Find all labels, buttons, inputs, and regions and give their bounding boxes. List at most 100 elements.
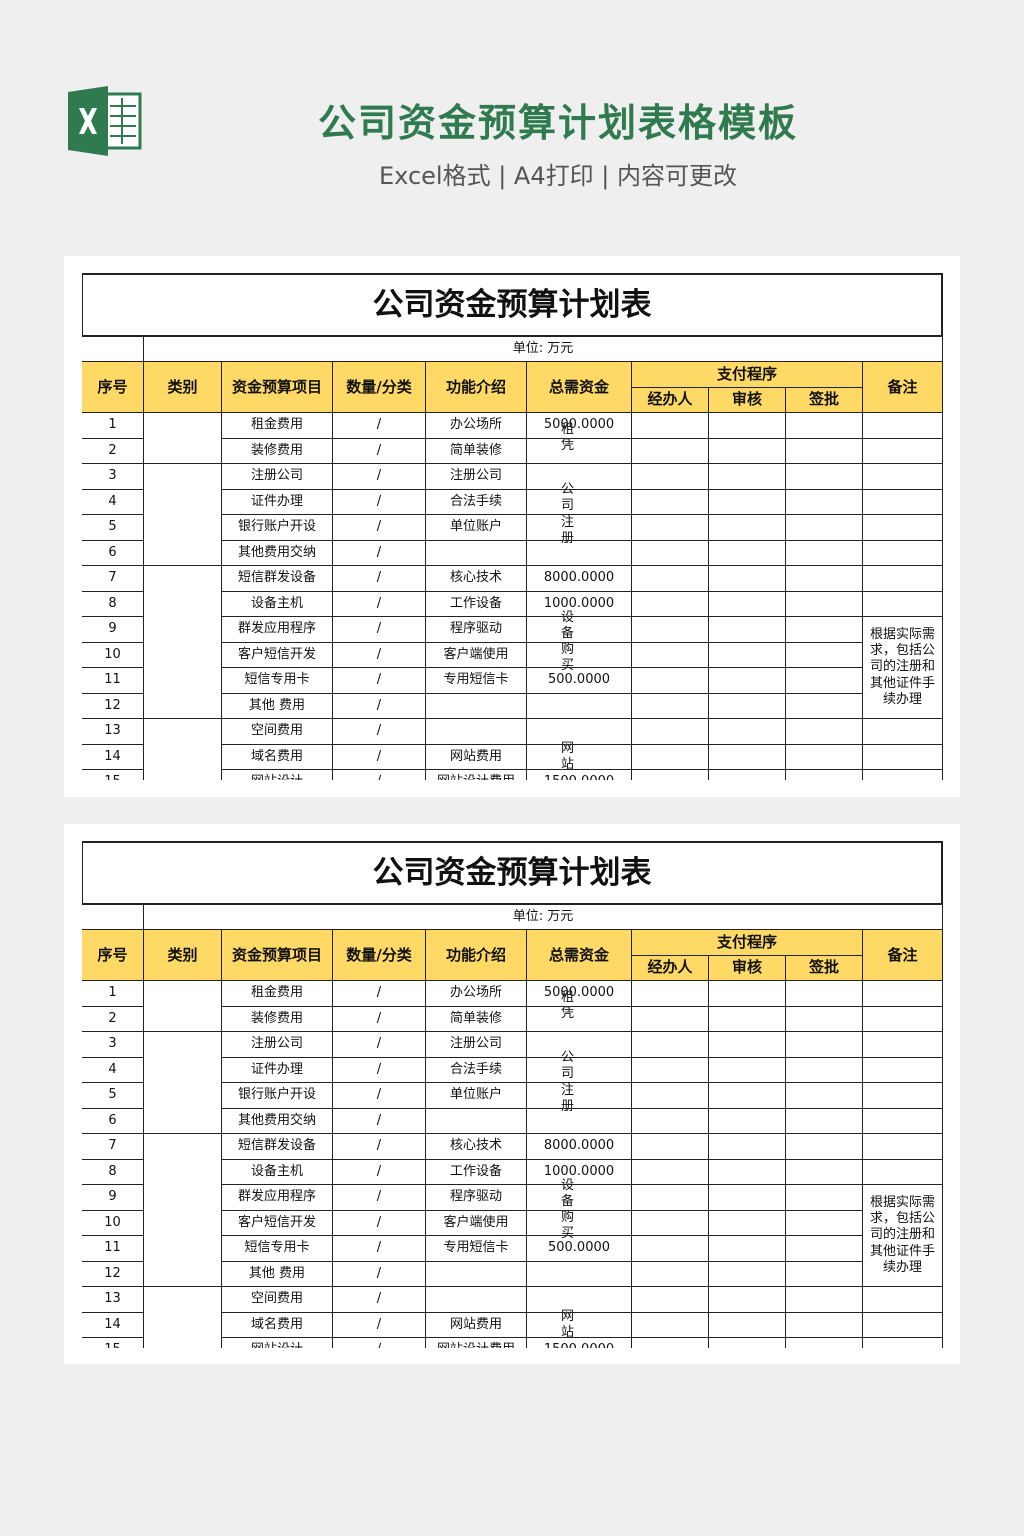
review-cell — [708, 514, 786, 541]
item-cell: 网站设计 — [221, 769, 333, 780]
func-cell: 合法手续 — [425, 488, 527, 515]
qty-cell: / — [332, 667, 426, 694]
amount-cell — [526, 1260, 632, 1287]
item-cell: 客户短信开发 — [221, 641, 333, 668]
review-cell — [708, 565, 786, 592]
qty-cell: / — [332, 1158, 426, 1185]
amount-cell: 8000.0000 — [526, 1133, 632, 1160]
handler-cell — [631, 1056, 709, 1083]
handler-cell — [631, 769, 709, 780]
amount-cell — [526, 1031, 632, 1058]
row-number: 5 — [82, 514, 144, 541]
approve-cell — [785, 1260, 863, 1287]
approve-cell — [785, 1031, 863, 1058]
row-number: 8 — [82, 590, 144, 617]
func-cell — [425, 692, 527, 719]
approve-cell — [785, 1107, 863, 1134]
panel: 公司资金预算计划表 单位: 万元 序号 类别 资金预算项目 数量/分类 功能介绍 总需资金 备注… — [64, 824, 960, 1364]
approve-cell — [785, 1133, 863, 1160]
review-cell — [708, 437, 786, 464]
note-cell — [862, 488, 943, 515]
column-header: 类别 — [143, 361, 222, 413]
handler-cell — [631, 412, 709, 439]
panel: 公司资金预算计划表 单位: 万元 序号 类别 资金预算项目 数量/分类 功能介绍 总需资金 备注… — [64, 256, 960, 797]
func-cell: 核心技术 — [425, 565, 527, 592]
handler-cell — [631, 1286, 709, 1313]
review-cell — [708, 980, 786, 1007]
qty-cell: / — [332, 1209, 426, 1236]
handler-cell — [631, 1337, 709, 1348]
review-cell — [708, 463, 786, 490]
func-cell: 单位账户 — [425, 1082, 527, 1109]
row-number: 13 — [82, 1286, 144, 1313]
row-number: 6 — [82, 539, 144, 566]
approve-cell — [785, 980, 863, 1007]
item-cell: 网站设计 — [221, 1337, 333, 1348]
handler-cell — [631, 667, 709, 694]
qty-cell: / — [332, 641, 426, 668]
approve-cell — [785, 565, 863, 592]
handler-cell — [631, 590, 709, 617]
review-cell — [708, 1056, 786, 1083]
qty-cell: / — [332, 1286, 426, 1313]
review-cell — [708, 769, 786, 780]
qty-cell: / — [332, 488, 426, 515]
qty-cell: / — [332, 718, 426, 745]
note-cell — [862, 1337, 943, 1348]
note-cell — [862, 1005, 943, 1032]
item-cell: 域名费用 — [221, 743, 333, 770]
func-cell: 单位账户 — [425, 514, 527, 541]
header-title: 公司资金预算计划表格模板 — [317, 101, 798, 145]
func-cell: 网站设计费用 — [425, 769, 527, 780]
approve-cell — [785, 718, 863, 745]
amount-cell: 500.0000 — [526, 1235, 632, 1262]
qty-cell: / — [332, 1337, 426, 1348]
amount-cell — [526, 1209, 632, 1236]
review-cell — [708, 590, 786, 617]
func-cell: 网站费用 — [425, 743, 527, 770]
review-cell — [708, 1311, 786, 1338]
column-header: 备注 — [862, 929, 943, 981]
blank-cell — [82, 904, 144, 930]
review-cell — [708, 1235, 786, 1262]
handler-cell — [631, 1209, 709, 1236]
amount-cell — [526, 488, 632, 515]
table: 公司资金预算计划表 单位: 万元 序号 类别 资金预算项目 数量/分类 功能介绍 总需资金 备注… — [82, 273, 943, 780]
handler-cell — [631, 616, 709, 643]
row-number: 15 — [82, 1337, 144, 1348]
row-number: 10 — [82, 1209, 144, 1236]
amount-cell — [526, 692, 632, 719]
amount-cell — [526, 1107, 632, 1134]
handler-cell — [631, 437, 709, 464]
func-cell — [425, 718, 527, 745]
qty-cell: / — [332, 1184, 426, 1211]
func-cell: 办公场所 — [425, 980, 527, 1007]
row-number: 2 — [82, 437, 144, 464]
qty-cell: / — [332, 1082, 426, 1109]
column-header: 总需资金 — [526, 929, 632, 981]
column-header: 备注 — [862, 361, 943, 413]
note-cell — [862, 463, 943, 490]
qty-cell: / — [332, 692, 426, 719]
handler-cell — [631, 1107, 709, 1134]
table-title: 公司资金预算计划表 — [82, 841, 943, 905]
qty-cell: / — [332, 1133, 426, 1160]
note-cell — [862, 1158, 943, 1185]
amount-cell — [526, 743, 632, 770]
func-cell: 程序驱动 — [425, 1184, 527, 1211]
handler-cell — [631, 463, 709, 490]
note-cell: 根据实际需求，包括公司的注册和其他证件手续办理 — [862, 1184, 943, 1287]
qty-cell: / — [332, 1235, 426, 1262]
amount-cell — [526, 616, 632, 643]
qty-cell: / — [332, 980, 426, 1007]
row-number: 4 — [82, 488, 144, 515]
amount-cell — [526, 1056, 632, 1083]
row-number: 5 — [82, 1082, 144, 1109]
row-number: 1 — [82, 980, 144, 1007]
note-cell — [862, 437, 943, 464]
approve-cell — [785, 1337, 863, 1348]
approve-cell — [785, 1082, 863, 1109]
item-cell: 装修费用 — [221, 1005, 333, 1032]
note-cell — [862, 1107, 943, 1134]
approve-cell — [785, 641, 863, 668]
